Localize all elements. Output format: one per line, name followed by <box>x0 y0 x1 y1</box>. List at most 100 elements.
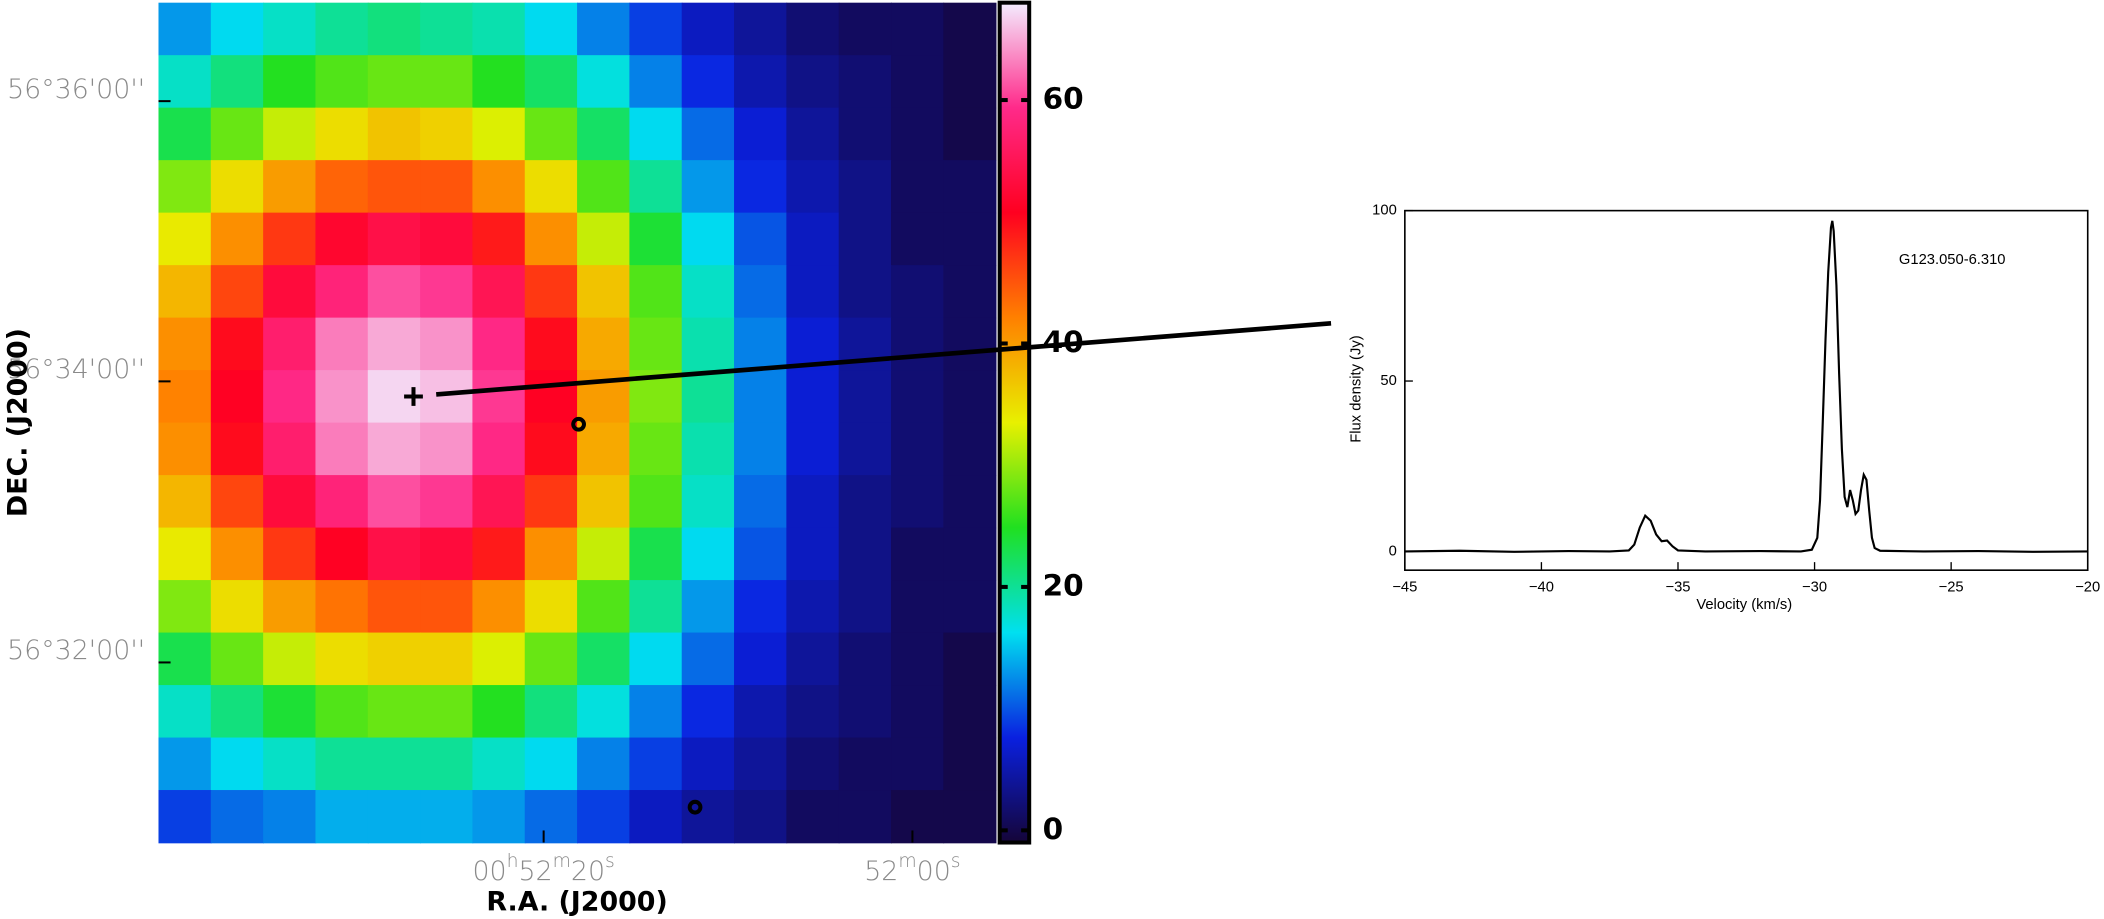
heatmap-cell <box>786 265 840 319</box>
y-axis-title: DEC. (J2000) <box>2 328 33 517</box>
heatmap-cell <box>420 685 474 739</box>
x-tick-label: −30 <box>1802 580 1827 596</box>
heatmap-cell <box>681 107 735 161</box>
heatmap-cell <box>943 2 997 56</box>
heatmap-cell <box>891 107 945 161</box>
colorbar <box>997 0 1032 845</box>
heatmap-cell <box>263 160 317 214</box>
heatmap-cell <box>629 317 683 371</box>
source-marker <box>687 799 703 815</box>
label-part: 52 <box>864 856 898 887</box>
heatmap-cell <box>158 160 212 214</box>
x-tick-label: −25 <box>1939 580 1964 596</box>
source-marker <box>571 416 586 432</box>
heatmap-cell <box>367 475 421 529</box>
heatmap-cell <box>158 580 212 634</box>
label-part: m <box>898 851 916 872</box>
heatmap-cell <box>210 160 264 214</box>
heatmap-cell <box>681 580 735 634</box>
label-part: m <box>553 851 571 872</box>
heatmap-cell <box>838 685 892 739</box>
heatmap-cell <box>263 370 317 424</box>
heatmap-cell <box>367 685 421 739</box>
heatmap-cell <box>734 527 788 581</box>
heatmap-cell <box>158 685 212 739</box>
heatmap-cell <box>263 527 317 581</box>
heatmap-cell <box>681 737 735 791</box>
source-marker <box>404 387 423 406</box>
heatmap-cell <box>577 212 631 266</box>
y-axis-title: Flux density (Jy) <box>1348 335 1364 442</box>
heatmap-cell <box>577 422 631 476</box>
heatmap-cell <box>420 475 474 529</box>
heatmap-cell <box>943 475 997 529</box>
heatmap-cell <box>524 790 578 844</box>
heatmap-cell <box>315 527 369 581</box>
heatmap-cell <box>524 475 578 529</box>
heatmap-cell <box>472 55 526 109</box>
heatmap-cell <box>734 212 788 266</box>
annotation: G123.050-6.310 <box>1899 252 2006 268</box>
heatmap-cell <box>786 212 840 266</box>
heatmap-cell <box>734 265 788 319</box>
heatmap-cell <box>629 580 683 634</box>
heatmap-cell <box>891 790 945 844</box>
heatmap-cell <box>420 737 474 791</box>
heatmap-cell <box>158 790 212 844</box>
heatmap-cell <box>786 632 840 686</box>
heatmap-cell <box>629 422 683 476</box>
heatmap-cell <box>943 370 997 424</box>
heatmap-cell <box>681 2 735 56</box>
heatmap-cell <box>158 475 212 529</box>
heatmap-cell <box>472 527 526 581</box>
heatmap-cell <box>838 212 892 266</box>
heatmap-cell <box>891 580 945 634</box>
heatmap-cell <box>263 317 317 371</box>
heatmap-cell <box>838 632 892 686</box>
heatmap-cell <box>210 527 264 581</box>
heatmap-cell <box>367 790 421 844</box>
heatmap-cell <box>315 685 369 739</box>
heatmap-cell <box>629 2 683 56</box>
heatmap-cell <box>210 737 264 791</box>
heatmap-cell <box>524 685 578 739</box>
heatmap-cell <box>158 632 212 686</box>
heatmap-cell <box>577 790 631 844</box>
heatmap-cell <box>158 55 212 109</box>
heatmap-cell <box>367 737 421 791</box>
heatmap-cell <box>315 107 369 161</box>
heatmap-cell <box>681 370 735 424</box>
heatmap-cell <box>891 632 945 686</box>
colorbar-label: 0 <box>1043 812 1064 846</box>
heatmap-cell <box>838 55 892 109</box>
heatmap-cell <box>577 317 631 371</box>
heatmap-cell <box>158 317 212 371</box>
heatmap-cell <box>315 265 369 319</box>
heatmap-cell <box>838 790 892 844</box>
heatmap-cell <box>891 55 945 109</box>
heatmap-cell <box>891 422 945 476</box>
heatmap-cell <box>681 632 735 686</box>
heatmap-cell <box>891 527 945 581</box>
heatmap-cell <box>838 160 892 214</box>
heatmap-cell <box>210 317 264 371</box>
heatmap-cell <box>210 107 264 161</box>
heatmap-cell <box>943 632 997 686</box>
heatmap-cell <box>629 265 683 319</box>
heatmap-cell <box>315 370 369 424</box>
heatmap-cell <box>367 632 421 686</box>
heatmap-cell <box>786 790 840 844</box>
heatmap-cell <box>158 737 212 791</box>
heatmap-cell <box>629 107 683 161</box>
heatmap-cell <box>420 265 474 319</box>
heatmap-cell <box>158 2 212 56</box>
heatmap-cell <box>838 370 892 424</box>
heatmap-cell <box>472 632 526 686</box>
x-axis-title: R.A. (J2000) <box>486 886 667 917</box>
heatmap-cell <box>420 317 474 371</box>
heatmap-cell <box>629 527 683 581</box>
heatmap-cell <box>786 422 840 476</box>
heatmap-cell <box>263 2 317 56</box>
heatmap-cell <box>577 265 631 319</box>
